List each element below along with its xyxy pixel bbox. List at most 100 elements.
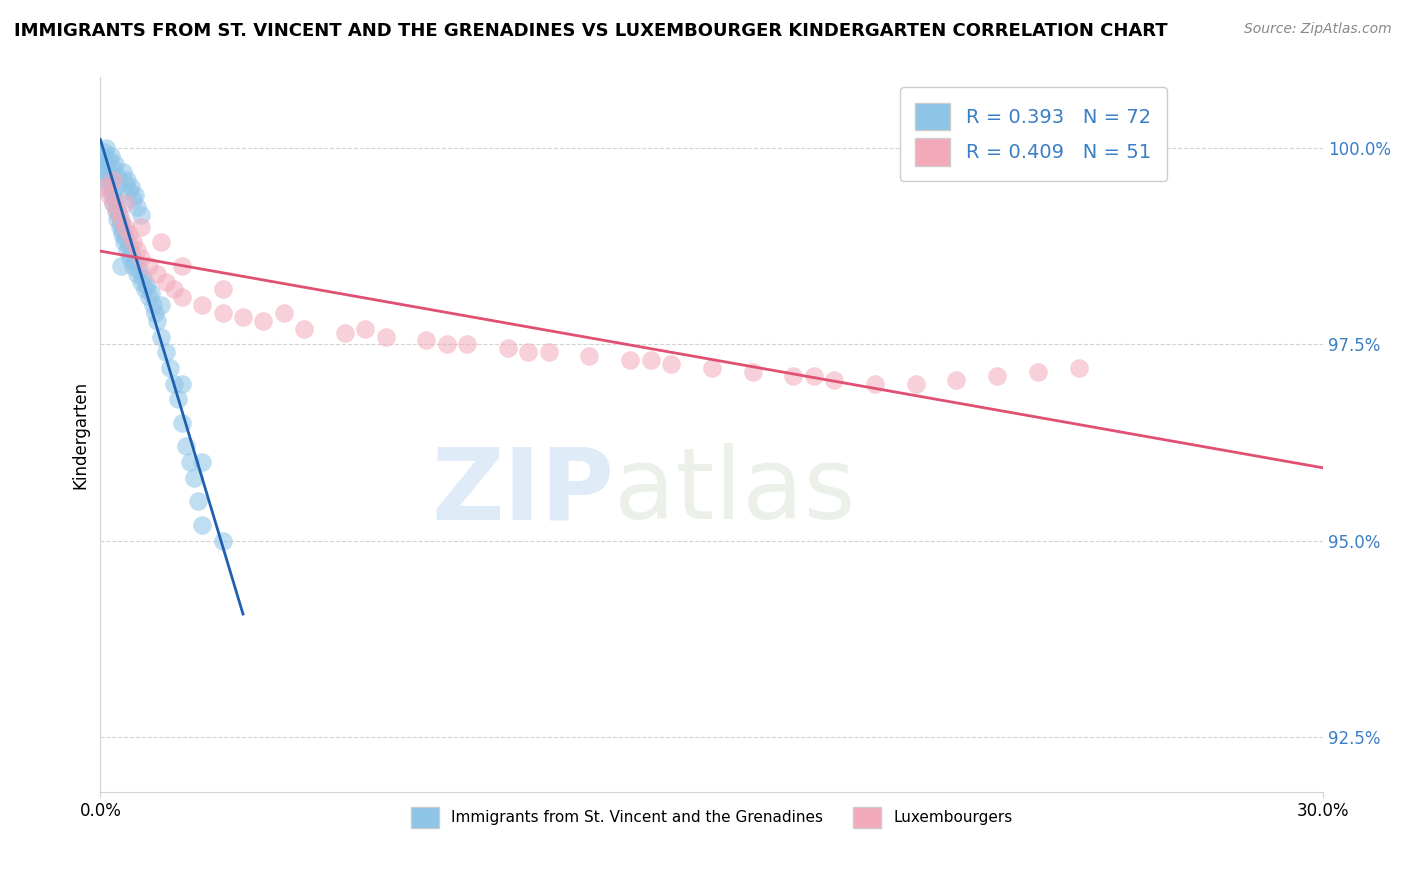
Point: [101, 196, 124, 211]
Point: [118, 251, 141, 265]
Point: [110, 211, 132, 226]
Point: [110, 259, 132, 273]
Point: [107, 208, 129, 222]
Point: [163, 376, 186, 391]
Point: [170, 416, 193, 430]
Point: [91, 149, 114, 163]
Point: [904, 376, 927, 391]
Point: [93, 157, 115, 171]
Point: [114, 177, 136, 191]
Point: [101, 172, 124, 186]
Point: [155, 275, 177, 289]
Point: [374, 329, 396, 343]
Point: [129, 219, 152, 234]
Point: [150, 329, 173, 343]
Point: [96, 161, 118, 175]
Point: [105, 203, 128, 218]
Point: [232, 310, 254, 324]
Point: [122, 235, 145, 250]
Point: [191, 455, 214, 469]
Point: [166, 392, 188, 407]
Point: [191, 298, 214, 312]
Point: [138, 259, 160, 273]
Point: [1067, 361, 1090, 376]
Point: [145, 306, 167, 320]
Point: [104, 192, 127, 206]
Point: [333, 326, 356, 340]
Point: [97, 172, 120, 186]
Point: [803, 368, 825, 383]
Point: [114, 196, 136, 211]
Point: [110, 216, 132, 230]
Point: [782, 368, 804, 383]
Point: [132, 270, 155, 285]
Point: [122, 259, 145, 273]
Point: [93, 180, 115, 194]
Point: [141, 286, 163, 301]
Point: [273, 306, 295, 320]
Point: [496, 342, 519, 356]
Point: [97, 188, 120, 202]
Point: [114, 231, 136, 245]
Point: [100, 188, 122, 202]
Point: [134, 282, 156, 296]
Point: [93, 153, 115, 167]
Point: [120, 180, 142, 194]
Point: [292, 321, 315, 335]
Point: [146, 267, 169, 281]
Point: [191, 518, 214, 533]
Point: [138, 290, 160, 304]
Point: [136, 278, 159, 293]
Point: [146, 314, 169, 328]
Point: [537, 345, 560, 359]
Point: [179, 455, 201, 469]
Point: [150, 298, 173, 312]
Point: [170, 376, 193, 391]
Point: [97, 169, 120, 183]
Point: [155, 345, 177, 359]
Point: [128, 262, 150, 277]
Point: [118, 239, 141, 253]
Point: [93, 145, 115, 159]
Point: [517, 345, 540, 359]
Point: [105, 200, 128, 214]
Point: [129, 251, 152, 265]
Point: [104, 157, 127, 171]
Point: [187, 494, 209, 508]
Point: [986, 368, 1008, 383]
Point: [107, 211, 129, 226]
Legend: Immigrants from St. Vincent and the Grenadines, Luxembourgers: Immigrants from St. Vincent and the Gren…: [405, 800, 1018, 834]
Point: [103, 196, 125, 211]
Point: [115, 243, 138, 257]
Point: [101, 184, 124, 198]
Point: [101, 161, 124, 175]
Point: [124, 188, 146, 202]
Point: [174, 440, 197, 454]
Point: [112, 235, 135, 250]
Point: [100, 149, 122, 163]
Point: [125, 200, 148, 214]
Point: [125, 243, 148, 257]
Point: [1026, 365, 1049, 379]
Point: [252, 314, 274, 328]
Point: [94, 164, 117, 178]
Point: [118, 227, 141, 242]
Point: [142, 298, 165, 312]
Point: [97, 153, 120, 167]
Point: [415, 334, 437, 348]
Point: [120, 247, 142, 261]
Point: [111, 164, 134, 178]
Point: [122, 192, 145, 206]
Point: [211, 533, 233, 548]
Point: [124, 255, 146, 269]
Point: [118, 184, 141, 198]
Point: [170, 259, 193, 273]
Point: [104, 203, 127, 218]
Point: [125, 267, 148, 281]
Text: Source: ZipAtlas.com: Source: ZipAtlas.com: [1244, 22, 1392, 37]
Point: [659, 357, 682, 371]
Point: [456, 337, 478, 351]
Point: [183, 471, 205, 485]
Point: [436, 337, 458, 351]
Point: [105, 169, 128, 183]
